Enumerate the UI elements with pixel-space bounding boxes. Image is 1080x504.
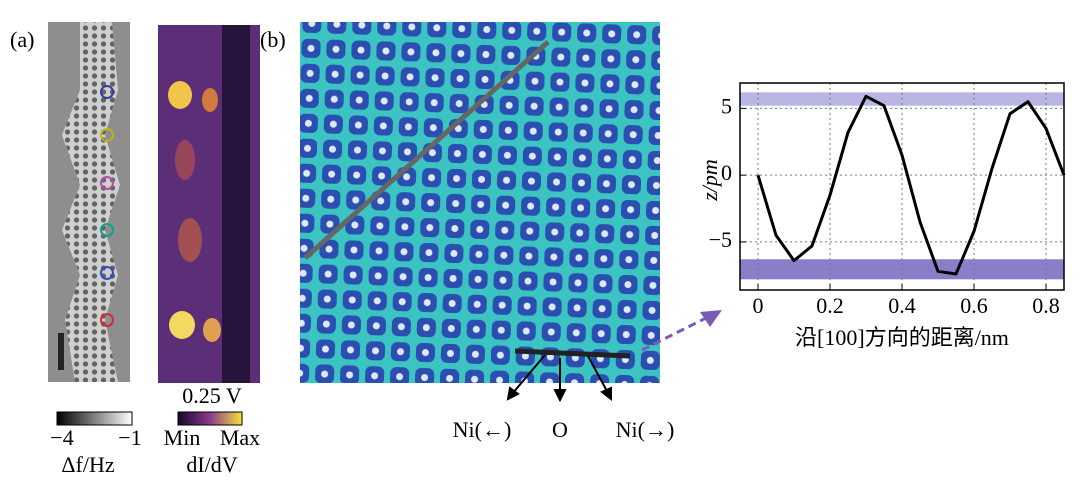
panel-label: (a) bbox=[10, 27, 34, 52]
y-tick-label: −5 bbox=[709, 227, 732, 252]
colorbar-title: dI/dV bbox=[186, 452, 237, 477]
line-chart: −5 0 5 0 0.2 0.4 0.6 0.8 沿[100]方向的距离/nm z/pm bbox=[697, 82, 1066, 350]
colorbar-label: Min bbox=[164, 425, 201, 450]
x-tick-label: 0.4 bbox=[888, 293, 916, 318]
colorbar-label: −1 bbox=[118, 425, 141, 450]
y-axis-label: z/pm bbox=[697, 159, 722, 202]
panel-label: (b) bbox=[260, 27, 286, 52]
y-tick-label: 0 bbox=[721, 160, 732, 185]
colorbar-label: −4 bbox=[50, 425, 73, 450]
x-tick-label: 0.6 bbox=[960, 293, 988, 318]
lattice-image bbox=[300, 22, 722, 403]
atom-label: Ni(→) bbox=[616, 417, 675, 442]
colorbar-label: Max bbox=[220, 425, 260, 450]
y-tick-label: 5 bbox=[721, 93, 732, 118]
x-tick-label: 0 bbox=[753, 293, 764, 318]
colorbar-title: Δf/Hz bbox=[61, 452, 114, 477]
atom-label: O bbox=[552, 417, 568, 442]
x-tick-label: 0.2 bbox=[816, 293, 844, 318]
atom-label: Ni(←) bbox=[453, 417, 512, 442]
x-tick-label: 0.8 bbox=[1032, 293, 1060, 318]
data-line bbox=[756, 94, 1066, 276]
plot-frame bbox=[739, 82, 1065, 291]
colorbar bbox=[177, 411, 243, 426]
bias-label: 0.25 V bbox=[182, 383, 242, 408]
x-axis-label: 沿[100]方向的距离/nm bbox=[795, 325, 1009, 350]
afm-image bbox=[48, 22, 130, 382]
didv-map bbox=[158, 25, 260, 383]
colorbar bbox=[56, 411, 133, 426]
